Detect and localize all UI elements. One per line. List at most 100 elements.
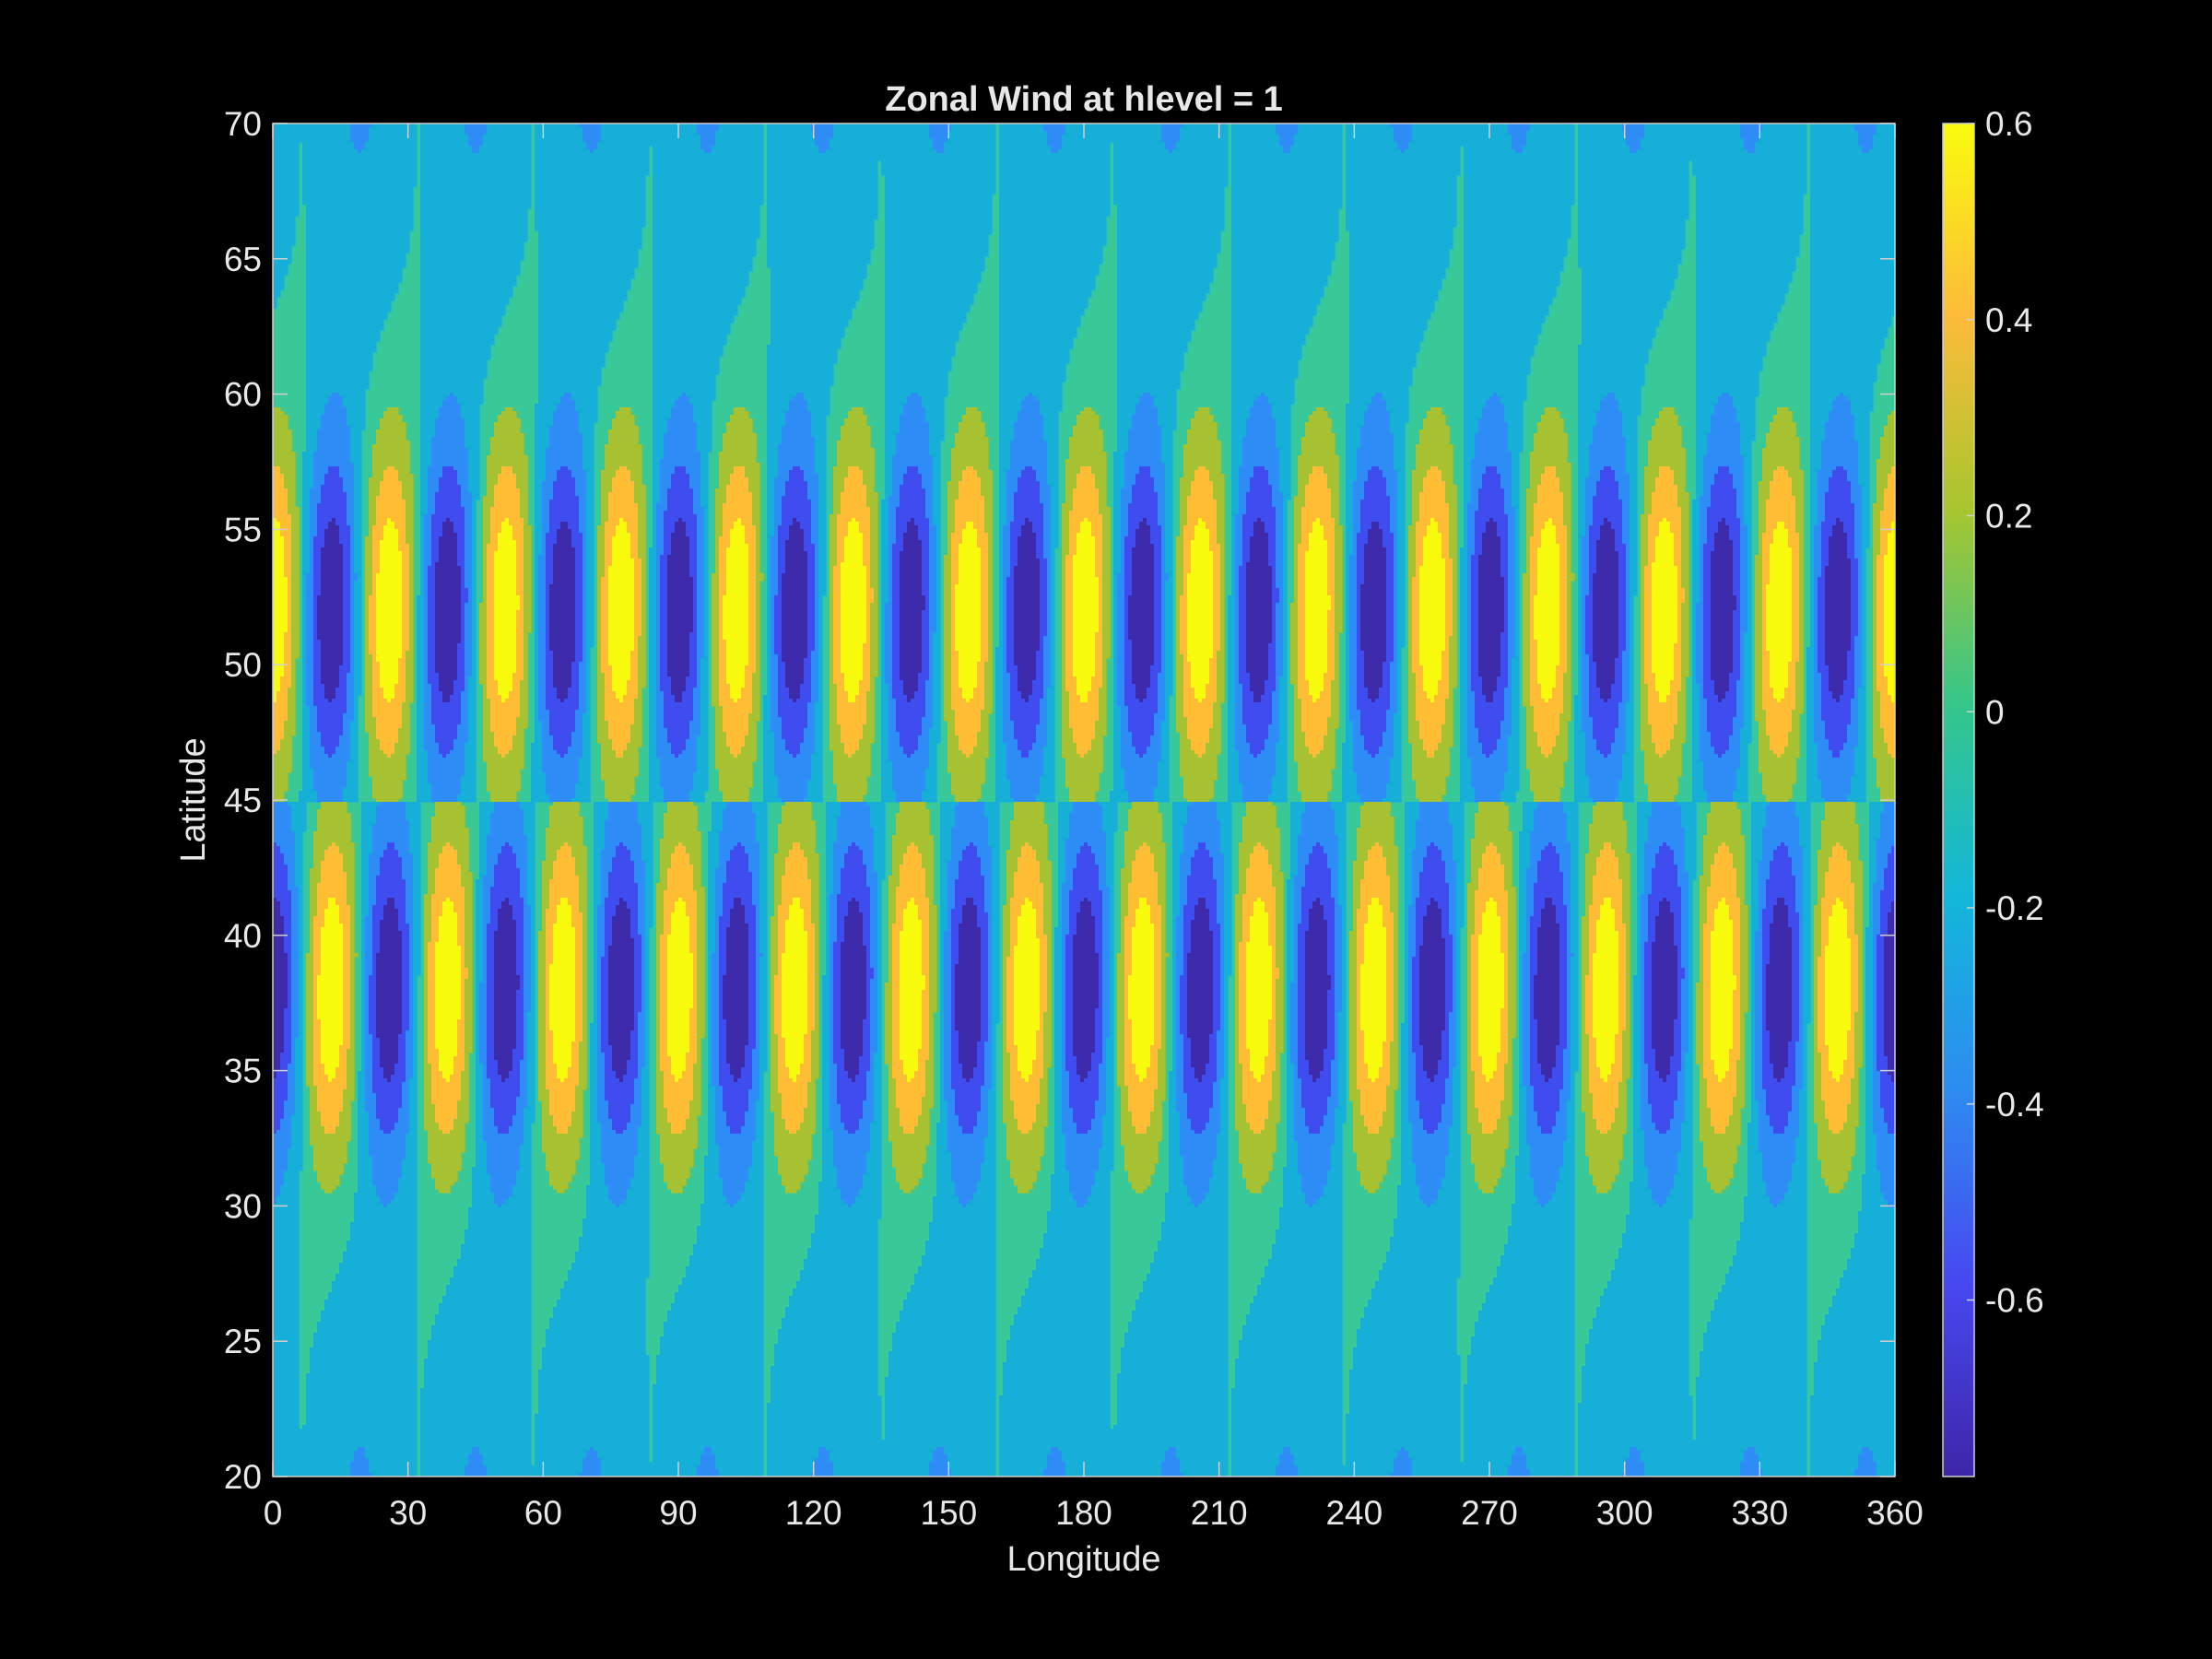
contour-cell (1486, 466, 1498, 471)
contour-cell (1854, 437, 1870, 441)
contour-cell (420, 470, 429, 475)
contour-cell (1677, 503, 1689, 508)
contour-cell (1696, 463, 1704, 467)
contour-cell (1113, 536, 1122, 541)
contour-cell (767, 418, 786, 423)
contour-cell (538, 308, 624, 312)
contour-cell (428, 466, 443, 471)
contour-cell (1401, 149, 1406, 154)
contour-cell (1630, 149, 1638, 154)
contour-cell (369, 496, 377, 500)
contour-cell (1113, 522, 1122, 526)
contour-cell (420, 433, 436, 438)
contour-cell (767, 496, 775, 500)
contour-cell (1655, 481, 1675, 486)
contour-cell (1818, 481, 1830, 486)
contour-cell (1655, 422, 1678, 427)
contour-cell (538, 249, 639, 253)
contour-cell (697, 536, 705, 541)
contour-cell (1888, 533, 1895, 537)
contour-cell (1357, 463, 1394, 467)
contour-cell (306, 348, 377, 353)
contour-cell (457, 474, 469, 478)
contour-cell (597, 533, 606, 537)
contour-cell (653, 525, 657, 530)
contour-cell (653, 312, 738, 316)
contour-cell (546, 474, 558, 478)
contour-cell (1759, 533, 1763, 537)
contour-cell (420, 330, 499, 335)
contour-cell (313, 540, 325, 545)
contour-cell (892, 485, 900, 489)
contour-cell (929, 522, 934, 526)
contour-cell (1357, 455, 1394, 460)
contour-cell (1084, 407, 1092, 412)
contour-cell (947, 525, 956, 530)
contour-cell (605, 444, 642, 449)
contour-cell (767, 474, 779, 478)
contour-cell (1121, 496, 1133, 500)
contour-cell (494, 426, 521, 430)
contour-cell (833, 124, 930, 128)
contour-cell (1700, 525, 1708, 530)
contour-cell (667, 426, 698, 430)
contour-cell (1305, 496, 1332, 500)
contour-cell (1821, 536, 1830, 541)
contour-cell (1346, 525, 1354, 530)
contour-cell (535, 474, 547, 478)
contour-cell (1231, 212, 1339, 217)
contour-cell (881, 168, 996, 172)
contour-cell (774, 485, 786, 489)
contour-cell (1512, 463, 1520, 467)
contour-cell (1508, 422, 1524, 427)
contour-cell (1360, 514, 1391, 519)
contour-cell (601, 496, 609, 500)
contour-cell (1582, 319, 1660, 324)
contour-cell (999, 238, 1107, 242)
contour-cell (1714, 411, 1737, 416)
contour-cell (1818, 477, 1830, 482)
contour-cell (771, 323, 849, 327)
contour-cell (1696, 234, 1800, 239)
contour-cell (579, 124, 602, 128)
contour-cell (535, 124, 580, 128)
contour-cell (888, 529, 897, 534)
contour-cell (999, 492, 1007, 497)
contour-cell (1235, 536, 1243, 541)
contour-cell (1526, 518, 1535, 523)
contour-cell (1696, 201, 1804, 206)
contour-cell (653, 234, 760, 239)
contour-cell (1324, 466, 1339, 471)
contour-cell (774, 492, 786, 497)
contour-cell (1032, 522, 1044, 526)
contour-cell (1464, 234, 1571, 239)
contour-cell (538, 260, 639, 265)
contour-cell (999, 230, 1107, 235)
contour-cell (999, 205, 1111, 209)
contour-cell (1095, 481, 1107, 486)
contour-cell (1858, 448, 1870, 453)
contour-cell (1113, 146, 1166, 150)
contour-cell (726, 488, 749, 493)
contour-cell (1231, 131, 1277, 135)
contour-cell (1132, 488, 1155, 493)
contour-cell (1873, 138, 1895, 143)
contour-cell (1475, 518, 1490, 523)
contour-cell (1508, 533, 1516, 537)
contour-cell (586, 533, 594, 537)
contour-cell (350, 525, 355, 530)
contour-cell (1180, 127, 1229, 132)
contour-cell (653, 271, 749, 276)
contour-cell (1349, 359, 1417, 364)
contour-cell (700, 135, 716, 139)
contour-cell (1810, 271, 1895, 276)
contour-cell (907, 396, 923, 401)
contour-cell (881, 503, 889, 508)
contour-cell (549, 529, 558, 534)
contour-cell (520, 496, 528, 500)
contour-cell (347, 492, 355, 497)
contour-cell (807, 496, 819, 500)
contour-cell (700, 485, 709, 489)
contour-cell (1821, 459, 1859, 464)
contour-cell (767, 149, 819, 154)
